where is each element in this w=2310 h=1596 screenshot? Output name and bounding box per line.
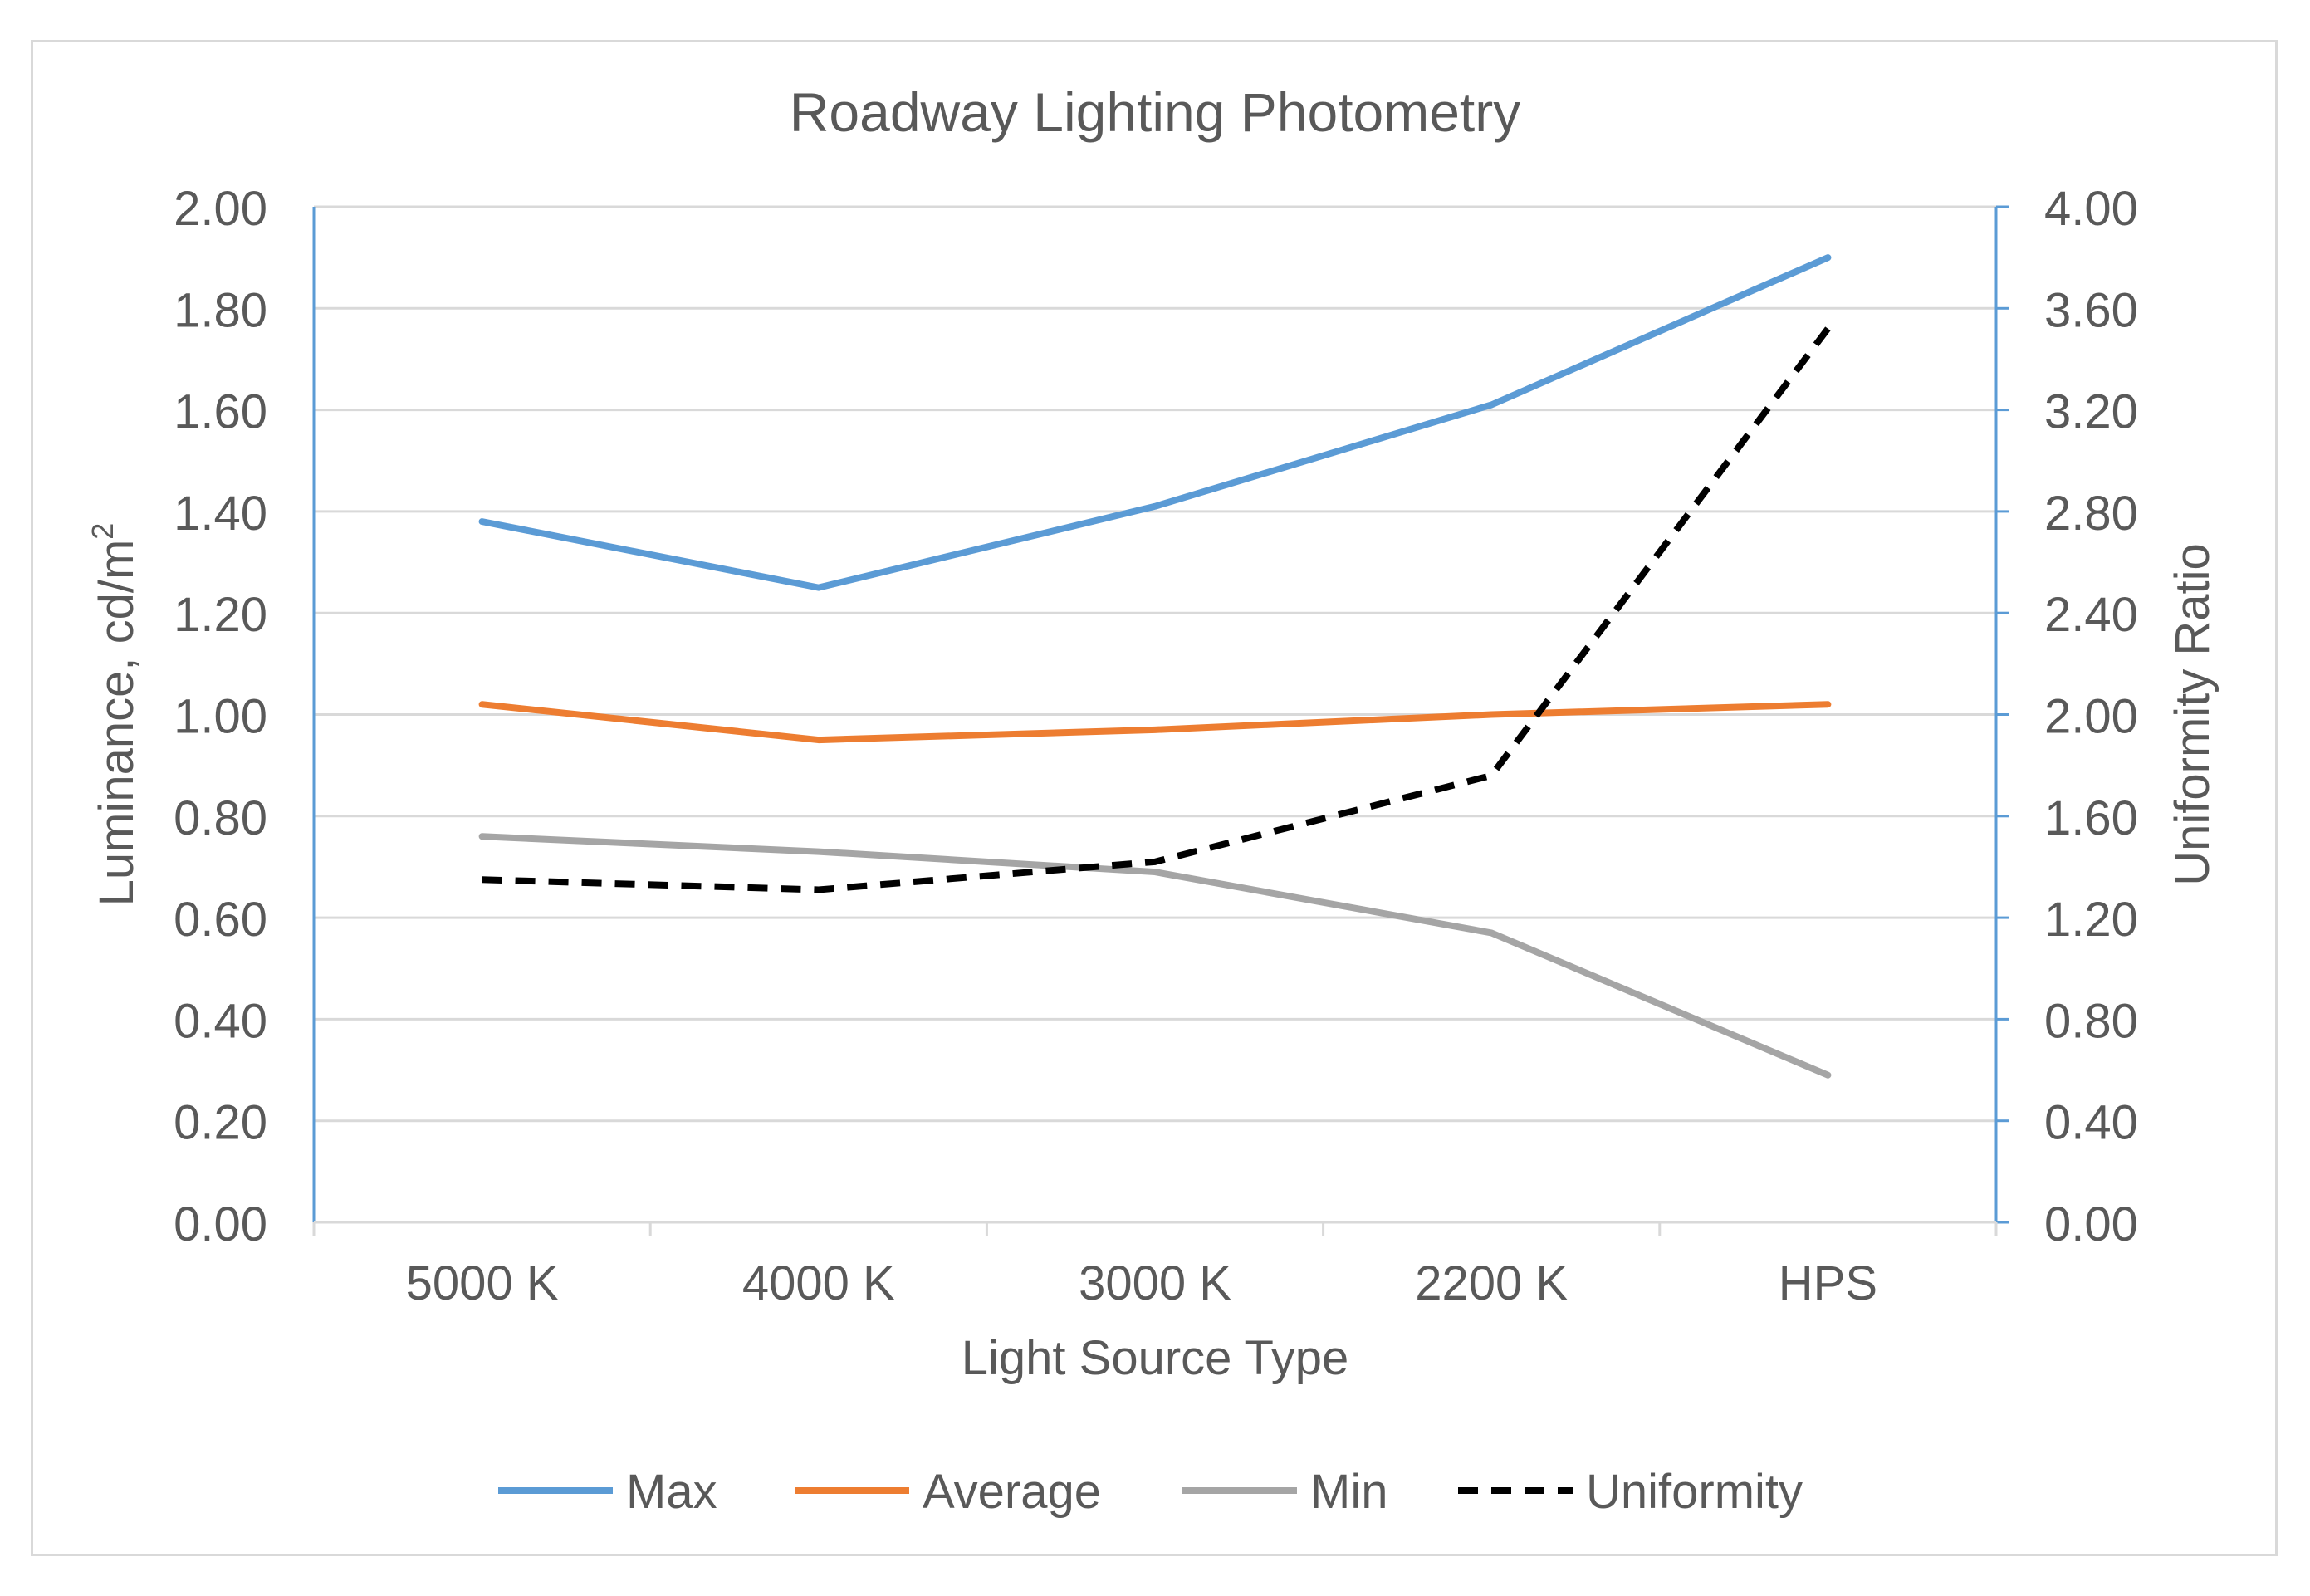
legend-label-max: Max bbox=[626, 1465, 717, 1519]
y-tick-label: 1.80 bbox=[174, 283, 267, 337]
x-tick-label: 3000 K bbox=[1079, 1256, 1231, 1310]
series-line-uniformity bbox=[482, 326, 1831, 893]
y-tick-label: 1.20 bbox=[174, 588, 267, 642]
y2-tick-label: 0.40 bbox=[2044, 1096, 2138, 1150]
y-tick-label: 0.00 bbox=[174, 1197, 267, 1251]
y2-tick-label: 3.20 bbox=[2044, 385, 2138, 439]
y2-tick-label: 1.60 bbox=[2044, 791, 2138, 845]
series-line-min bbox=[478, 833, 1832, 1079]
y-tick-label: 0.40 bbox=[174, 994, 267, 1048]
y-tick-label: 1.00 bbox=[174, 690, 267, 744]
legend-label-min: Min bbox=[1310, 1465, 1387, 1519]
chart-title: Roadway Lighting Photometry bbox=[790, 81, 1521, 143]
legend-label-average: Average bbox=[923, 1465, 1101, 1519]
y2-axis-title: Uniformity Ratio bbox=[2166, 543, 2219, 886]
chart-frame bbox=[31, 40, 2278, 1556]
y-tick-label: 0.60 bbox=[174, 893, 267, 947]
y-tick-label: 0.80 bbox=[174, 791, 267, 845]
x-tick-label: 2200 K bbox=[1415, 1256, 1568, 1310]
x-axis-title: Light Source Type bbox=[962, 1331, 1348, 1385]
y-tick-label: 0.20 bbox=[174, 1096, 267, 1150]
y2-tick-label: 1.20 bbox=[2044, 893, 2138, 947]
y-tick-label: 1.40 bbox=[174, 487, 267, 541]
y2-tick-label: 4.00 bbox=[2044, 182, 2138, 236]
y-tick-label: 2.00 bbox=[174, 182, 267, 236]
x-tick-label: 4000 K bbox=[742, 1256, 895, 1310]
y2-tick-label: 2.80 bbox=[2044, 487, 2138, 541]
y-axis-title: Luminance, cd/m2 bbox=[86, 523, 144, 907]
y2-tick-label: 2.00 bbox=[2044, 690, 2138, 744]
legend-label-uniformity: Uniformity bbox=[1586, 1465, 1803, 1519]
y-tick-label: 1.60 bbox=[174, 385, 267, 439]
y2-tick-label: 2.40 bbox=[2044, 588, 2138, 642]
series-line-average bbox=[478, 701, 1832, 744]
x-tick-label: HPS bbox=[1779, 1256, 1877, 1310]
y-axis-title-superscript: 2 bbox=[86, 523, 120, 540]
y2-tick-label: 0.00 bbox=[2044, 1197, 2138, 1251]
x-tick-label: 5000 K bbox=[406, 1256, 559, 1310]
y-axis-title-text: Luminance, cd/m bbox=[90, 540, 144, 907]
y2-tick-label: 3.60 bbox=[2044, 283, 2138, 337]
y2-tick-label: 0.80 bbox=[2044, 994, 2138, 1048]
series-line-max bbox=[478, 254, 1832, 591]
